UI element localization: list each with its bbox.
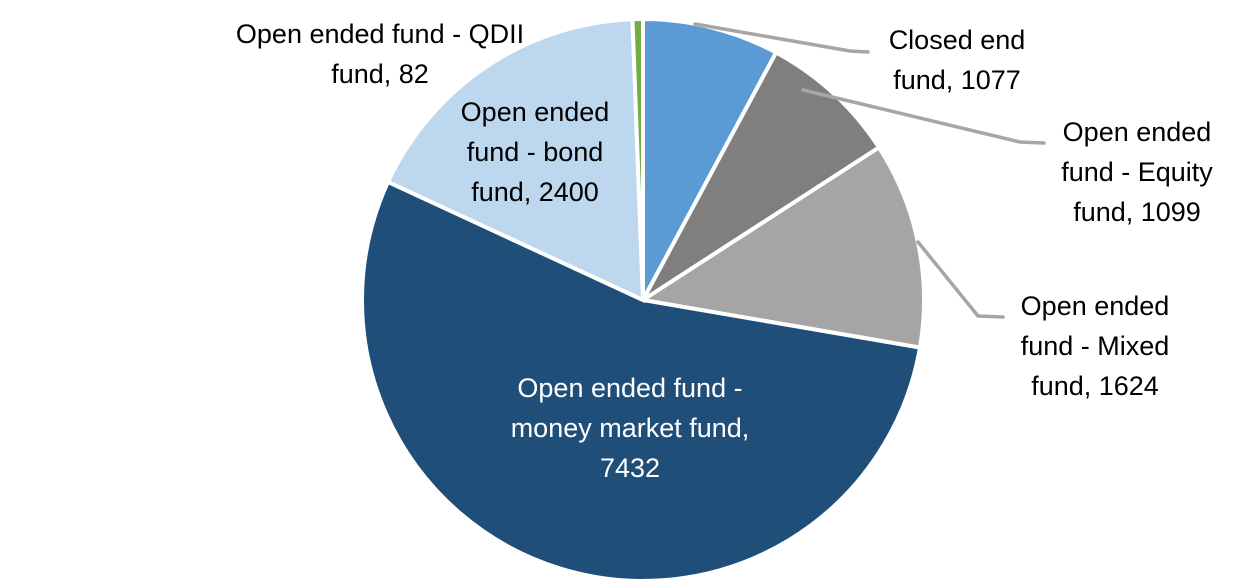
- data-label-money-market-fund: Open ended fund - money market fund, 743…: [510, 373, 750, 483]
- data-label-closed-end-fund: Closed end fund, 1077: [888, 25, 1026, 95]
- pie-slice-1: [641, 49, 882, 302]
- pie-slice-5: [630, 16, 645, 301]
- pie-slices: [360, 16, 926, 583]
- leader-line-mixed-fund: [916, 240, 1005, 319]
- data-label-qdii-fund: Open ended fund - QDII fund, 82: [235, 19, 525, 89]
- leader-line-closed-end-fund: [693, 22, 870, 54]
- data-label-mixed-fund: Open ended fund - Mixed fund, 1624: [1020, 291, 1170, 401]
- pie-slice-4: [385, 17, 646, 304]
- data-label-equity-fund: Open ended fund - Equity fund, 1099: [1061, 117, 1213, 227]
- leader-lines: [693, 22, 1046, 319]
- pie-slice-3: [360, 179, 923, 583]
- leader-line-equity-fund: [801, 88, 1046, 145]
- data-label-bond-fund: Open ended fund - bond fund, 2400: [460, 97, 610, 207]
